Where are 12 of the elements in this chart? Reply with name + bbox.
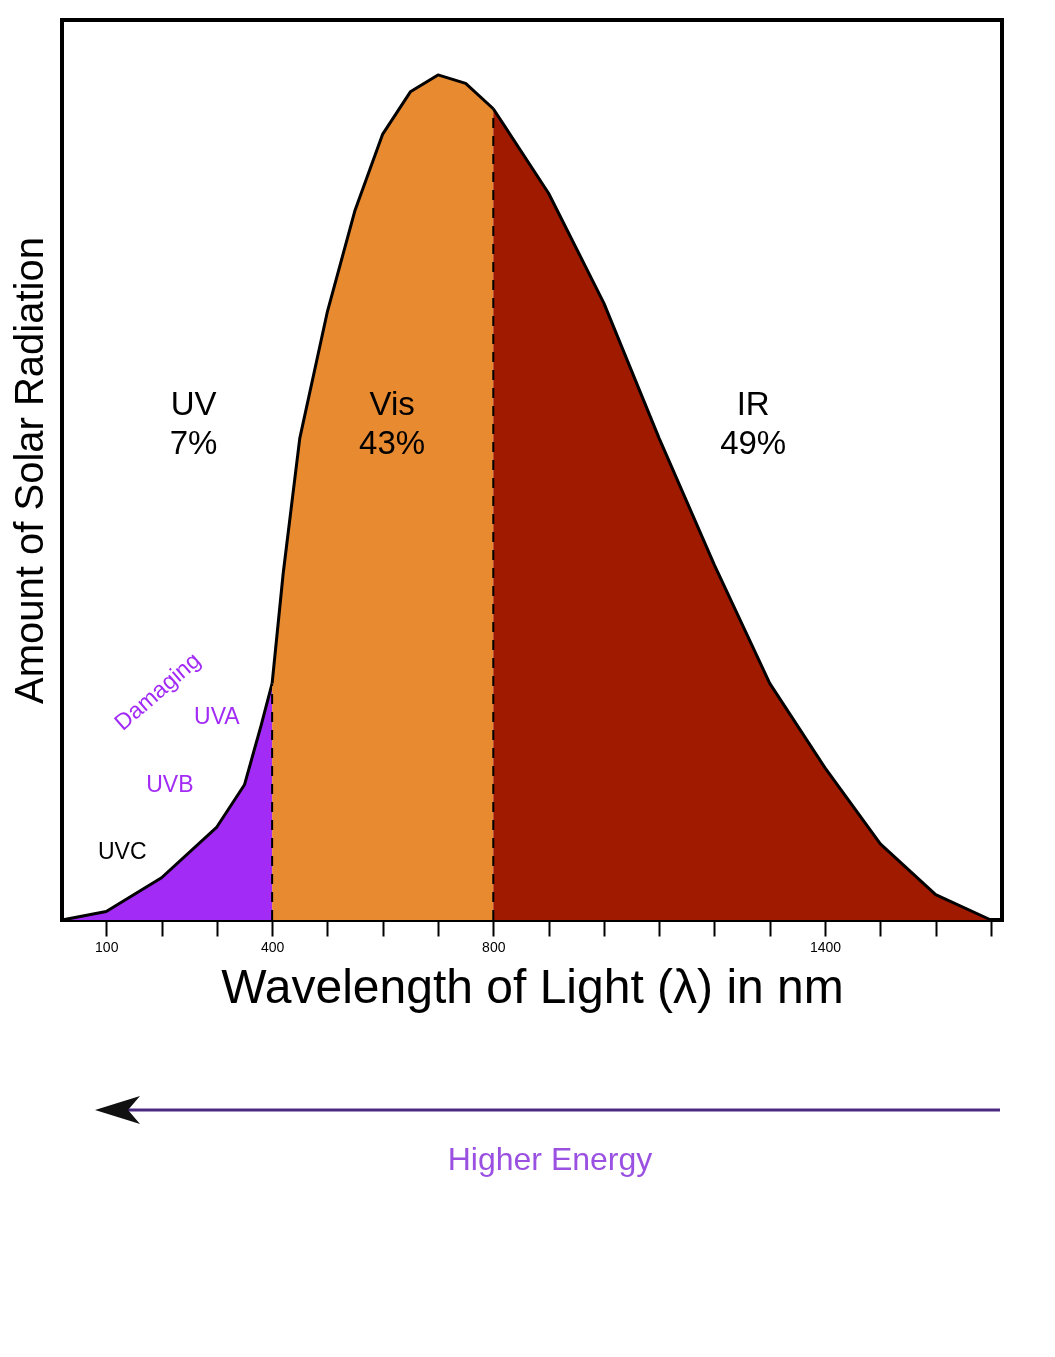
x-tick-label: 100 xyxy=(95,938,119,955)
annotation: UV 7% xyxy=(169,384,218,462)
x-tick-label: 400 xyxy=(260,938,285,955)
annotation: IR 49% xyxy=(720,384,787,462)
annotation: UVB xyxy=(146,770,194,797)
x-tick-label: 1400 xyxy=(809,938,842,955)
text: Higher Energy xyxy=(447,1141,653,1177)
annotation: UVC xyxy=(97,838,147,865)
x-tick-label: 800 xyxy=(482,938,506,955)
x-axis-title: Wavelength of Light (λ) in nm xyxy=(221,959,844,1013)
y-axis-title: Amount of Solar Radiation xyxy=(6,237,51,704)
annotation: Vis 43% xyxy=(359,384,426,462)
